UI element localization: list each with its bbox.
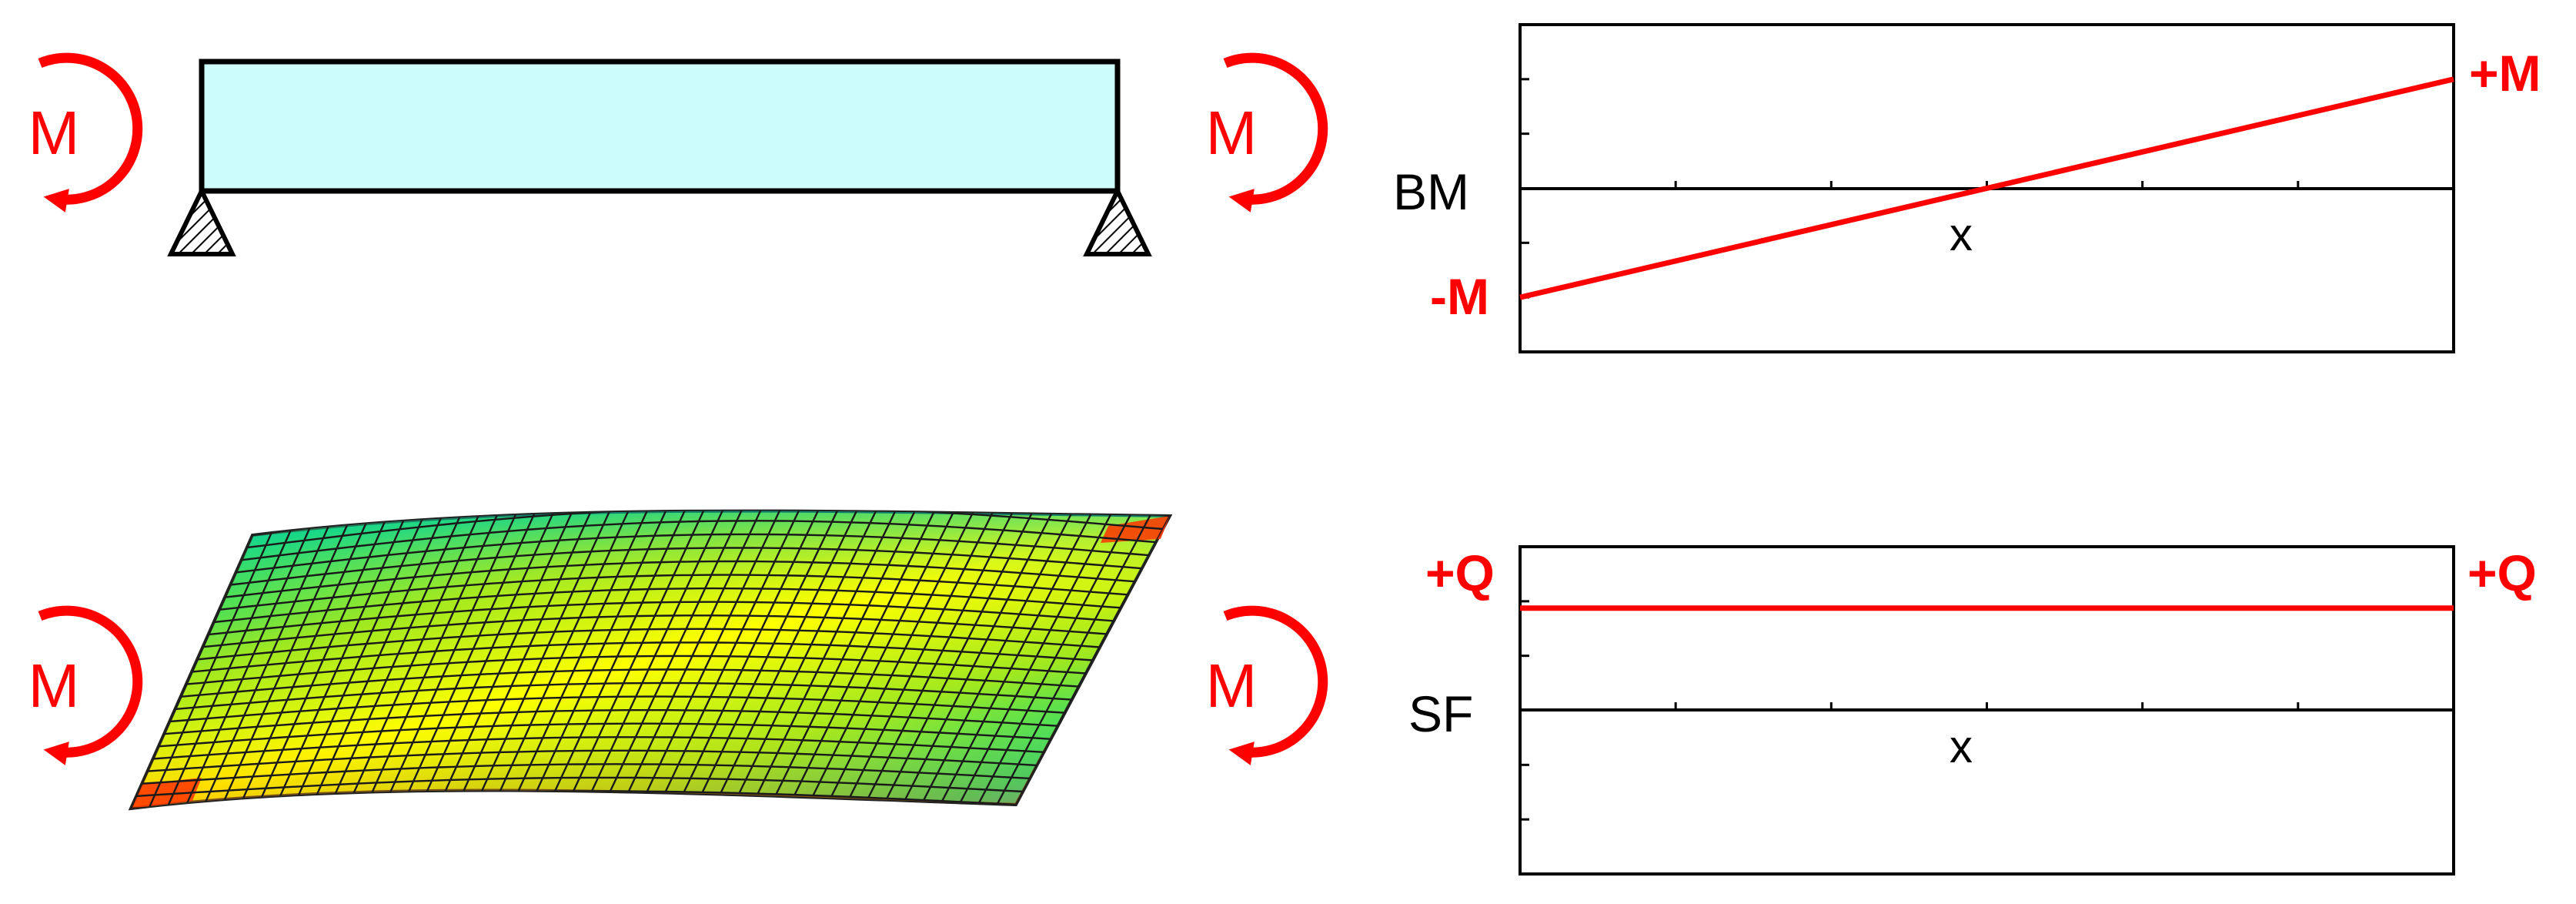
mesh-line: [202, 614, 1108, 648]
sf-right-label: +Q: [2467, 544, 2537, 601]
bm-max-label: +M: [2469, 45, 2541, 102]
beam: [199, 59, 1121, 194]
sf-x-label: x: [1950, 721, 1973, 772]
moment-label: M: [1206, 651, 1258, 720]
mesh-line: [230, 547, 1142, 586]
bm-x-label: x: [1950, 209, 1973, 260]
mesh-line: [197, 628, 1101, 661]
mesh-line: [147, 749, 1037, 772]
mesh-line: [142, 763, 1031, 785]
bm-axis-label: BM: [1393, 163, 1469, 220]
mesh-line: [219, 574, 1128, 611]
hot-corner-top-right: [1101, 516, 1170, 543]
moment-arrow-top-right: M: [1206, 52, 1328, 213]
deformed-beam-group: [128, 509, 1173, 811]
sf-ticks: [1520, 600, 2300, 821]
curved-arrow-icon: [1223, 605, 1328, 765]
mesh-line: [236, 533, 1149, 574]
mesh-line: [185, 655, 1086, 685]
curved-arrow-icon: [38, 52, 143, 213]
mesh-line: [224, 560, 1135, 598]
bm-series-line: [1519, 76, 2454, 300]
bending-moment-chart: BM x -M +M: [1393, 23, 2541, 353]
mesh-line: [164, 709, 1058, 735]
hot-corner-bottom-left: [131, 778, 202, 809]
right-support-icon: [1083, 186, 1152, 256]
mesh-line: [158, 722, 1051, 748]
moment-label: M: [28, 651, 80, 720]
left-support-icon: [167, 186, 236, 256]
mesh-line: [136, 776, 1024, 798]
deformed-beam-shading: [131, 511, 1170, 809]
moment-arrow-bottom-left: M: [28, 605, 143, 765]
fe-mesh: [131, 511, 1170, 809]
moment-label: M: [1206, 99, 1258, 167]
curved-arrow-icon: [1223, 52, 1328, 213]
moment-arrow-top-left: M: [28, 52, 143, 213]
moment-arrow-bottom-right: M: [1206, 605, 1328, 765]
sf-axis-label: SF: [1408, 685, 1473, 742]
mesh-line: [208, 601, 1114, 636]
moment-label: M: [28, 99, 80, 167]
mesh-line: [191, 641, 1094, 673]
mesh-line: [180, 668, 1079, 698]
mesh-line: [241, 520, 1156, 561]
mesh-line: [169, 695, 1065, 723]
sf-left-label: +Q: [1425, 544, 1495, 601]
shear-force-chart: SF x +Q +Q: [1408, 544, 2537, 876]
mesh-line: [213, 587, 1121, 624]
top-beam-group: [167, 59, 1152, 256]
mesh-line: [175, 681, 1072, 711]
curved-arrow-icon: [38, 605, 143, 765]
bm-min-label: -M: [1430, 268, 1489, 325]
mesh-line: [246, 511, 1163, 549]
mesh-line: [152, 736, 1044, 760]
